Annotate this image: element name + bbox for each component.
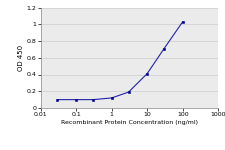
Y-axis label: OD 450: OD 450 bbox=[18, 45, 24, 71]
X-axis label: Recombinant Protein Concentration (ng/ml): Recombinant Protein Concentration (ng/ml… bbox=[61, 120, 198, 125]
